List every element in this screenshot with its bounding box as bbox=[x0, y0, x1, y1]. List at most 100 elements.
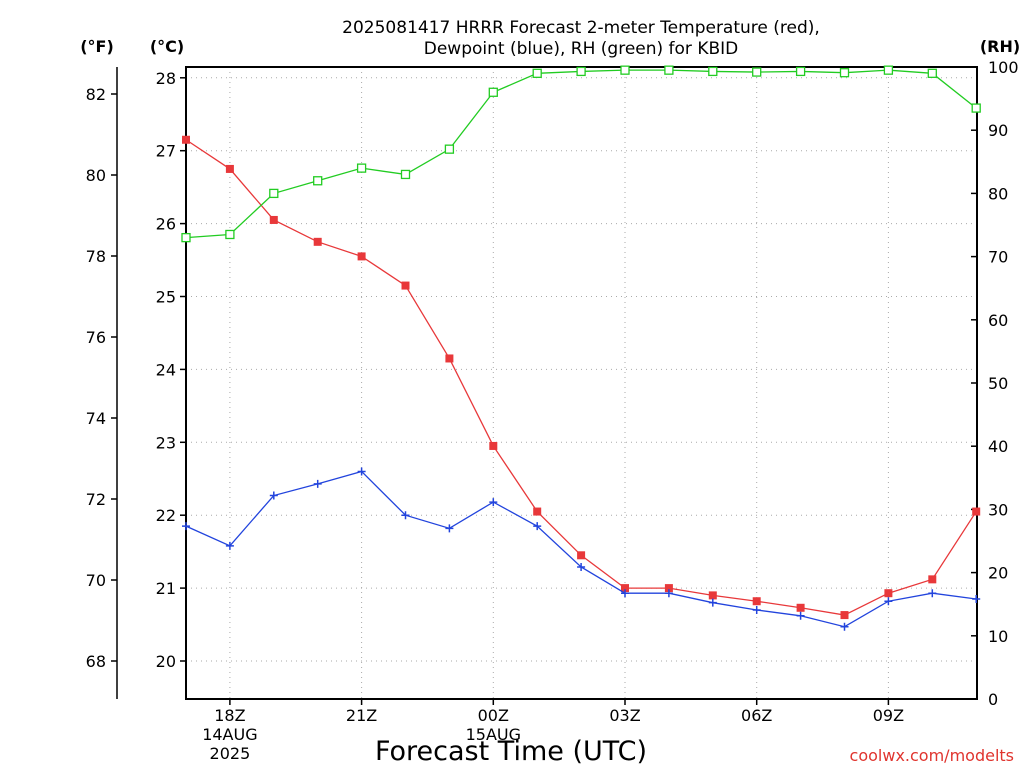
celsius-tick-label: 21 bbox=[156, 579, 176, 598]
x-tick-label: 14AUG bbox=[202, 725, 257, 744]
temp-data-point bbox=[577, 551, 586, 560]
celsius-axis-unit: (°C) bbox=[150, 37, 184, 56]
rh-data-point bbox=[664, 65, 674, 75]
x-tick-label: 00Z bbox=[478, 706, 509, 725]
rh-tick-label: 60 bbox=[988, 311, 1008, 330]
rh-data-point bbox=[971, 103, 981, 113]
fahrenheit-tick-label: 68 bbox=[86, 652, 106, 671]
fahrenheit-axis-unit: (°F) bbox=[80, 37, 114, 56]
dewpoint-data-point bbox=[489, 498, 498, 507]
temp-data-point bbox=[269, 215, 278, 224]
temp-data-point bbox=[182, 135, 190, 144]
rh-data-point bbox=[883, 65, 894, 75]
temp-data-point bbox=[533, 507, 542, 516]
rh-tick-label: 10 bbox=[988, 627, 1008, 646]
rh-data-point bbox=[795, 66, 806, 77]
chart-title-line-2: Dewpoint (blue), RH (green) for KBID bbox=[424, 39, 739, 59]
temp-data-point bbox=[708, 591, 717, 600]
temp-data-point bbox=[225, 164, 234, 173]
x-tick-label: 15AUG bbox=[466, 725, 521, 744]
rh-data-point bbox=[181, 232, 191, 243]
temp-data-point bbox=[621, 584, 629, 593]
celsius-tick-label: 22 bbox=[156, 506, 176, 525]
rh-series-line bbox=[185, 69, 977, 239]
rh-data-point bbox=[444, 144, 455, 154]
temp-data-point bbox=[313, 237, 322, 246]
rh-axis-unit: (RH) bbox=[980, 37, 1020, 56]
rh-tick-label: 0 bbox=[988, 690, 998, 709]
celsius-tick-label: 24 bbox=[156, 360, 176, 379]
grid-lines bbox=[186, 67, 977, 699]
dewpoint-data-point bbox=[840, 622, 849, 631]
rh-data-point bbox=[356, 163, 367, 173]
rh-tick-label: 20 bbox=[988, 564, 1008, 583]
rh-data-point bbox=[620, 65, 630, 75]
x-tick-label: 03Z bbox=[609, 706, 640, 725]
temp-data-point bbox=[401, 281, 410, 290]
dewpoint-data-point bbox=[928, 589, 937, 598]
fahrenheit-tick-label: 76 bbox=[86, 328, 106, 347]
dewpoint-data-point bbox=[313, 479, 322, 488]
dewpoint-data-point bbox=[445, 524, 454, 533]
celsius-tick-label: 28 bbox=[156, 69, 176, 88]
rh-data-point bbox=[488, 87, 498, 97]
temp-data-point bbox=[445, 354, 454, 363]
rh-data-point bbox=[708, 66, 718, 77]
rh-tick-label: 30 bbox=[988, 500, 1008, 519]
temp-data-point bbox=[664, 584, 673, 593]
temp-data-point bbox=[840, 611, 849, 620]
rh-tick-label: 40 bbox=[988, 437, 1008, 456]
rh-tick-label: 90 bbox=[988, 121, 1008, 140]
plot-frame bbox=[185, 66, 978, 700]
dewpoint-data-point bbox=[401, 511, 410, 520]
x-tick-label: 06Z bbox=[741, 706, 772, 725]
temp-series-line bbox=[185, 139, 977, 616]
x-axis-label: Forecast Time (UTC) bbox=[375, 736, 647, 767]
temp-data-point bbox=[357, 252, 366, 261]
rh-data-point bbox=[269, 188, 279, 199]
axes: 20 21 22 23 24 25 26 27 28 68 70 72 74 76 78 80 82 0 10 20 3… bbox=[86, 58, 1019, 709]
rh-data-point bbox=[576, 66, 586, 77]
dewpoint-data-point bbox=[269, 491, 278, 500]
celsius-tick-label: 23 bbox=[156, 433, 176, 452]
fahrenheit-tick-label: 80 bbox=[86, 166, 106, 185]
rh-data-point bbox=[225, 229, 235, 240]
dewpoint-data-point bbox=[533, 522, 542, 531]
dewpoint-data-point bbox=[972, 595, 981, 604]
dewpoint-data-point bbox=[752, 605, 761, 614]
dewpoint-data-point bbox=[884, 597, 893, 606]
x-tick-label: 18Z bbox=[214, 706, 245, 725]
rh-tick-label: 100 bbox=[988, 58, 1019, 77]
celsius-tick-label: 27 bbox=[156, 142, 176, 161]
x-tick-label: 21Z bbox=[346, 706, 377, 725]
temp-data-point bbox=[972, 507, 981, 516]
dewpoint-data-point bbox=[796, 611, 805, 620]
dewpoint-data-point bbox=[225, 541, 234, 550]
x-tick-label: 09Z bbox=[873, 706, 904, 725]
rh-data-point bbox=[400, 169, 411, 180]
rh-data-point bbox=[752, 67, 762, 77]
temp-data-point bbox=[489, 441, 498, 450]
rh-data-point bbox=[839, 68, 850, 78]
data-series bbox=[181, 65, 981, 631]
dewpoint-data-point bbox=[664, 589, 673, 598]
credit-link[interactable]: coolwx.com/modelts bbox=[850, 746, 1014, 765]
rh-tick-label: 50 bbox=[988, 374, 1008, 393]
temp-data-point bbox=[884, 589, 893, 598]
chart-title-line-1: 2025081417 HRRR Forecast 2-meter Tempera… bbox=[342, 18, 820, 38]
x-tick-label: 2025 bbox=[210, 744, 251, 763]
dewpoint-data-point bbox=[708, 598, 717, 607]
fahrenheit-tick-label: 72 bbox=[86, 490, 106, 509]
fahrenheit-tick-label: 70 bbox=[86, 571, 106, 590]
dewpoint-series-line bbox=[185, 470, 977, 628]
temp-data-point bbox=[928, 575, 937, 584]
dewpoint-data-point bbox=[357, 467, 366, 476]
fahrenheit-tick-label: 82 bbox=[86, 85, 106, 104]
fahrenheit-tick-label: 78 bbox=[86, 247, 106, 266]
fahrenheit-tick-label: 74 bbox=[86, 409, 106, 428]
rh-tick-label: 80 bbox=[988, 184, 1008, 203]
celsius-tick-label: 26 bbox=[156, 215, 176, 234]
temp-data-point bbox=[796, 603, 805, 612]
celsius-tick-label: 20 bbox=[156, 652, 176, 671]
